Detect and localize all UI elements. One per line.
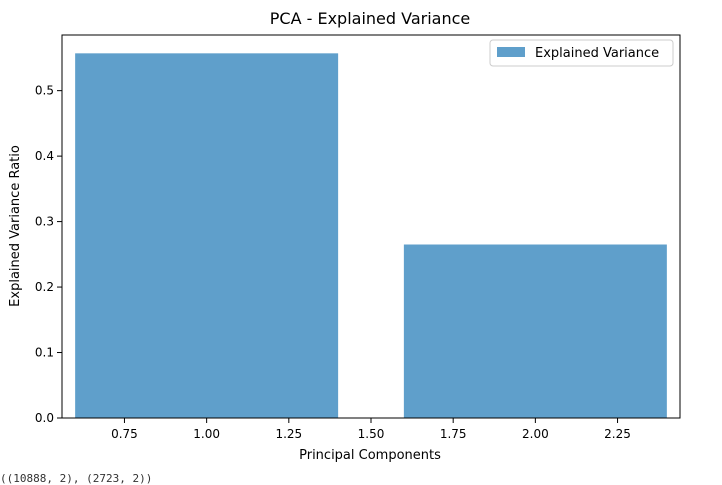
x-tick-label: 1.25 xyxy=(275,427,302,441)
y-tick-label: 0.3 xyxy=(35,215,54,229)
y-tick-label: 0.1 xyxy=(35,346,54,360)
chart-title: PCA - Explained Variance xyxy=(270,9,470,28)
y-tick-label: 0.0 xyxy=(35,411,54,425)
bar-component-2 xyxy=(403,244,667,418)
y-axis-ticks: 0.0 0.1 0.2 0.3 0.4 0.5 xyxy=(35,84,62,425)
x-axis-label: Principal Components xyxy=(299,448,441,463)
y-tick-label: 0.4 xyxy=(35,149,54,163)
x-tick-label: 0.75 xyxy=(111,427,138,441)
legend: Explained Variance xyxy=(489,39,674,67)
x-tick-label: 1.75 xyxy=(440,427,467,441)
x-axis-ticks: 0.75 1.00 1.25 1.50 1.75 2.00 2.25 xyxy=(111,418,631,441)
y-tick-label: 0.5 xyxy=(35,84,54,98)
x-tick-label: 1.00 xyxy=(193,427,220,441)
x-tick-label: 1.50 xyxy=(358,427,385,441)
cell-output-text: ((10888, 2), (2723, 2)) xyxy=(0,472,153,485)
bar-component-1 xyxy=(75,53,339,418)
y-tick-label: 0.2 xyxy=(35,280,54,294)
pca-explained-variance-chart: PCA - Explained Variance 0.75 1.00 1.25 1.5… xyxy=(8,9,681,463)
x-tick-label: 2.25 xyxy=(604,427,631,441)
bars-group xyxy=(75,53,667,418)
legend-frame xyxy=(489,39,674,67)
x-tick-label: 2.00 xyxy=(522,427,549,441)
y-axis-label: Explained Variance Ratio xyxy=(8,145,23,307)
legend-label: Explained Variance xyxy=(535,46,659,61)
legend-swatch xyxy=(497,47,525,57)
